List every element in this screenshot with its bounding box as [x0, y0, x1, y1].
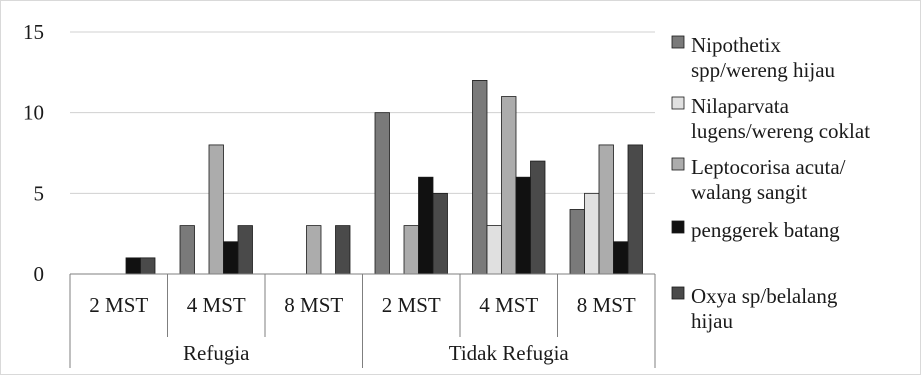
legend-swatch: [671, 220, 685, 234]
x-group-label: Tidak Refugia: [449, 341, 570, 365]
bar: [179, 225, 195, 275]
bar: [486, 225, 502, 275]
bar: [306, 225, 322, 275]
bar: [237, 225, 253, 275]
y-tick-label: 15: [23, 20, 44, 44]
y-tick-label: 0: [34, 262, 45, 286]
legend-swatch: [671, 96, 685, 110]
gridlines: [70, 31, 655, 194]
legend-label: lugens/wereng coklat: [691, 119, 870, 143]
axes: 0 5 10 15 2 MST 4 MST 8 MST 2 MST 4 MST 8 MST Refu…: [23, 20, 656, 368]
legend-swatch: [671, 157, 685, 171]
bar: [627, 144, 643, 275]
bar: [208, 144, 224, 275]
bar: [472, 80, 488, 275]
bar: [223, 241, 239, 275]
bar: [335, 225, 351, 275]
bar: [432, 192, 448, 275]
bar: [418, 176, 434, 275]
x-tick-label: 2 MST: [382, 293, 441, 317]
bars: [125, 80, 643, 275]
bar: [569, 209, 585, 275]
legend-entry: penggerek batang: [671, 218, 840, 242]
bar: [515, 176, 531, 275]
bar: [584, 192, 600, 275]
y-tick-label: 5: [34, 181, 45, 205]
x-tick-label: 2 MST: [89, 293, 148, 317]
legend-label: Leptocorisa acuta/: [691, 155, 846, 179]
x-tick-label: 8 MST: [284, 293, 343, 317]
bar: [374, 112, 390, 275]
legend-swatch: [671, 286, 685, 300]
bar: [501, 96, 517, 275]
x-tick-label: 8 MST: [577, 293, 636, 317]
legend-label: Oxya sp/belalang: [691, 284, 838, 308]
bar: [140, 257, 156, 275]
legend-label: walang sangit: [691, 180, 807, 204]
legend-swatch: [671, 35, 685, 49]
bar: [403, 225, 419, 275]
bar: [613, 241, 629, 275]
legend-label: penggerek batang: [691, 218, 840, 242]
legend-label: spp/wereng hijau: [691, 58, 836, 82]
bar: [125, 257, 141, 275]
bar: [530, 160, 546, 275]
legend-label: Nipothetix: [691, 33, 781, 57]
x-group-label: Refugia: [183, 341, 250, 365]
bar: [598, 144, 614, 275]
legend-entry: Leptocorisa acuta/walang sangit: [671, 155, 846, 204]
x-tick-label: 4 MST: [187, 293, 246, 317]
x-tick-label: 4 MST: [479, 293, 538, 317]
legend-label: hijau: [691, 309, 733, 333]
y-tick-label: 10: [23, 101, 44, 125]
legend-label: Nilaparvata: [691, 94, 790, 118]
